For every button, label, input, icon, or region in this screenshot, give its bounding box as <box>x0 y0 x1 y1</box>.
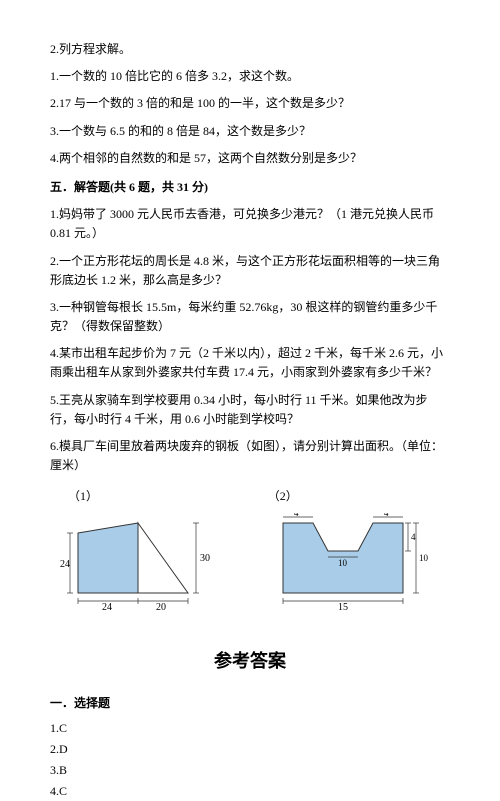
figure-1-triangle <box>138 523 188 593</box>
section5-item: 6.模具厂车间里放着两块废弃的钢板（如图），请分别计算出面积。（单位：厘米） <box>50 437 450 475</box>
figure-1-wrap: （1） 24 30 24 20 <box>58 487 242 618</box>
section5-item: 4.某市出租车起步价为 7 元（2 千米以内），超过 2 千米，每千米 2.6 … <box>50 344 450 382</box>
answer-item: 1.C <box>50 719 450 738</box>
q2-item: 4.两个相邻的自然数的和是 57，这两个自然数分别是多少？ <box>50 149 450 168</box>
answer-item: 2.D <box>50 740 450 759</box>
dim-text: 4 <box>411 532 416 542</box>
figure-1-label: （1） <box>58 487 242 506</box>
figures-row: （1） 24 30 24 20 （2） <box>50 487 450 618</box>
figure-1-svg: 24 30 24 20 <box>58 513 228 613</box>
figure-2-svg: 4 4 4 10 10 15 <box>258 513 428 613</box>
q2-item: 1.一个数的 10 倍比它的 6 倍多 3.2，求这个数。 <box>50 67 450 86</box>
section5-title: 五．解答题(共 6 题，共 31 分) <box>50 178 450 197</box>
answer-item: 3.B <box>50 761 450 780</box>
figure-2-label: （2） <box>258 487 442 506</box>
dim-text: 10 <box>338 558 348 568</box>
section5-item: 3.一种钢管每根长 15.5m，每米约重 52.76kg，30 根这样的钢管约重… <box>50 298 450 336</box>
section5-item: 1.妈妈带了 3000 元人民币去香港，可兑换多少港元？（1 港元兑换人民币 0… <box>50 205 450 243</box>
dim-text: 24 <box>60 559 70 570</box>
answer-item: 4.C <box>50 782 450 801</box>
section5-item: 5.王亮从家骑车到学校要用 0.34 小时，每小时行 11 千米。如果他改为步行… <box>50 391 450 429</box>
answers-subheading: 一．选择题 <box>50 694 450 713</box>
dim-text: 20 <box>156 602 166 613</box>
section5-item: 2.一个正方形花坛的周长是 4.8 米，与这个正方形花坛面积相等的一块三角形底边… <box>50 252 450 290</box>
dim-text: 24 <box>102 602 112 613</box>
q2-header: 2.列方程求解。 <box>50 40 450 59</box>
answers-heading: 参考答案 <box>50 647 450 676</box>
dim-text: 30 <box>200 553 210 564</box>
dim-text: 4 <box>294 513 299 518</box>
figure-2-wrap: （2） 4 4 4 10 10 15 <box>258 487 442 618</box>
figure-1-trapezoid <box>78 523 138 593</box>
q2-item: 2.17 与一个数的 3 倍的和是 100 的一半，这个数是多少？ <box>50 94 450 113</box>
dim-text: 15 <box>338 602 348 613</box>
dim-text: 4 <box>384 513 389 518</box>
dim-text: 10 <box>419 553 428 563</box>
q2-item: 3.一个数与 6.5 的和的 8 倍是 84，这个数是多少？ <box>50 122 450 141</box>
